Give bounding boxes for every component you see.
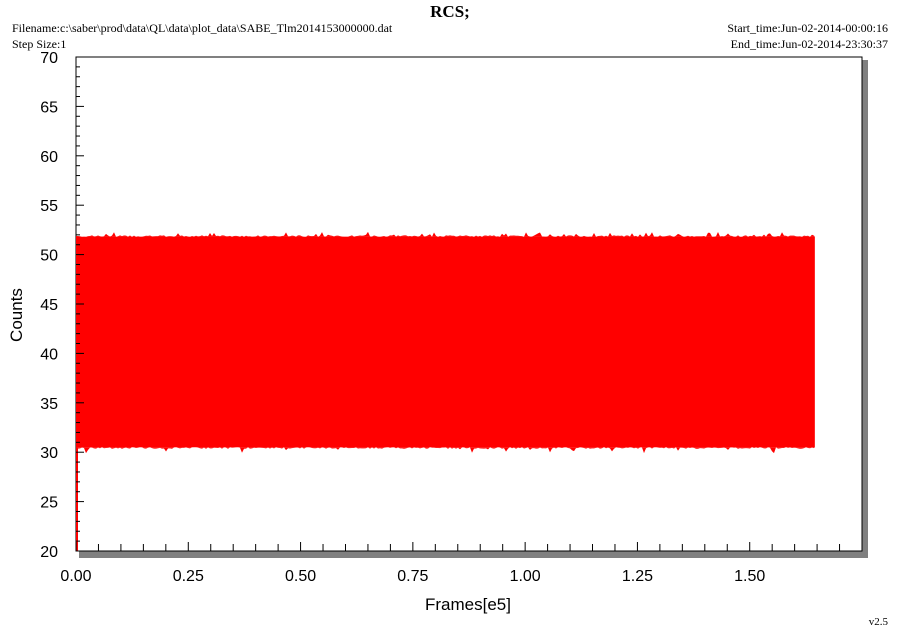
data-band-lower-edge — [76, 447, 815, 454]
x-tick-label: 1.25 — [622, 568, 653, 585]
version-label: v2.5 — [868, 616, 888, 628]
y-tick-label: 30 — [40, 445, 58, 462]
data-band-upper-edge — [76, 231, 815, 237]
x-tick-label: 0.00 — [60, 568, 91, 585]
x-tick-label: 0.75 — [397, 568, 428, 585]
y-tick-label: 70 — [40, 50, 58, 67]
x-axis: 0.00 0.25 0.50 0.75 1.00 1.25 1.50 — [60, 542, 863, 585]
step-size-label: Step Size:1 — [12, 37, 67, 51]
y-tick-label: 60 — [40, 149, 58, 166]
y-tick-label: 65 — [40, 99, 58, 116]
data-band — [76, 236, 815, 448]
y-tick-label: 45 — [40, 297, 58, 314]
y-tick-label: 35 — [40, 396, 58, 413]
x-tick-label: 0.50 — [285, 568, 316, 585]
x-tick-label: 1.50 — [734, 568, 765, 585]
y-tick-label: 50 — [40, 248, 58, 265]
y-tick-label: 55 — [40, 198, 58, 215]
y-axis-label: Counts — [7, 288, 26, 342]
data-layer — [76, 231, 815, 551]
chart-title: RCS; — [430, 2, 470, 21]
start-time-label: Start_time:Jun-02-2014-00:00:16 — [727, 21, 888, 35]
filename-label: Filename:c:\saber\prod\data\QL\data\plot… — [12, 21, 393, 35]
x-tick-label: 0.25 — [173, 568, 204, 585]
y-tick-label: 40 — [40, 346, 58, 363]
x-tick-label: 1.00 — [510, 568, 541, 585]
x-axis-label: Frames[e5] — [425, 595, 511, 614]
end-time-label: End_time:Jun-02-2014-23:30:37 — [730, 37, 888, 51]
y-tick-label: 20 — [40, 544, 58, 561]
y-axis: 20 25 30 35 40 45 50 55 60 65 70 — [40, 50, 84, 561]
y-tick-label: 25 — [40, 495, 58, 512]
